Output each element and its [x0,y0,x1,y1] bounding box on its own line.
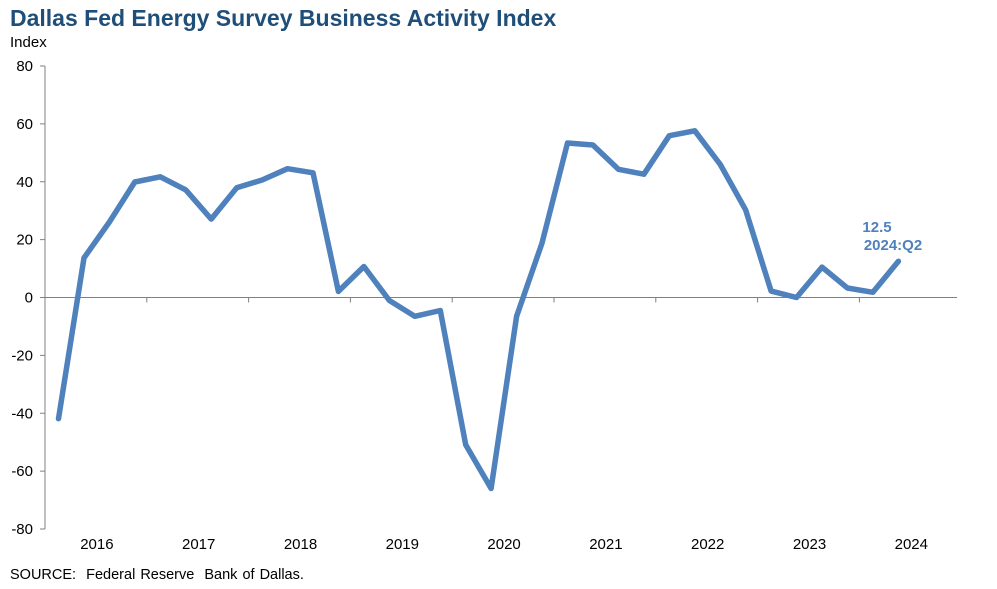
y-tick-label: 20 [16,232,33,249]
x-tick-label: 2019 [386,536,419,553]
annotation-value: 12.5 [862,219,891,236]
y-tick-label: -40 [11,405,33,422]
x-tick-label: 2023 [793,536,826,553]
annotation-period: 2024:Q2 [864,237,922,254]
x-tick-label: 2016 [80,536,113,553]
y-tick-label: 80 [16,58,33,75]
x-tick-label: 2024 [895,536,928,553]
data-line-series-1 [55,128,902,492]
y-axis-label: Index [10,34,47,51]
x-tick-label: 2018 [284,536,317,553]
x-tick-label: 2017 [182,536,215,553]
y-tick-label: -60 [11,463,33,480]
chart-title: Dallas Fed Energy Survey Business Activi… [10,5,557,31]
x-tick-label: 2021 [589,536,622,553]
y-tick-label: 0 [25,290,33,307]
x-tick-label: 2020 [487,536,520,553]
y-tick-label: -20 [11,347,33,364]
source-note: SOURCE: Federal Reserve Bank of Dallas. [10,567,304,583]
y-tick-label: 60 [16,116,33,133]
x-tick-label: 2022 [691,536,724,553]
y-tick-label: -80 [11,521,33,538]
y-tick-label: 40 [16,174,33,191]
